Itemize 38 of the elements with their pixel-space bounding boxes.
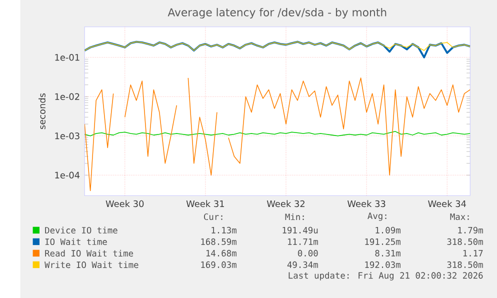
text: 1.79m xyxy=(458,226,483,234)
text: 49.34m xyxy=(287,261,318,268)
text: 8.31m xyxy=(375,250,400,256)
text: 169.03m xyxy=(201,261,236,268)
x-tick-label: Week 34 xyxy=(428,200,466,207)
x-tick-label: Week 32 xyxy=(266,200,304,207)
text: 318.50m xyxy=(447,261,483,268)
legend-label: IO Wait time xyxy=(45,238,107,245)
x-tick-label: Week 30 xyxy=(106,200,144,207)
legend-label: Write IO Wait time xyxy=(44,261,138,268)
text: 318.50m xyxy=(447,238,483,245)
x-tick-label: Week 33 xyxy=(347,200,386,207)
text: Avg: xyxy=(368,212,386,221)
text: Cur: xyxy=(204,213,222,220)
text: 191.25m xyxy=(365,238,400,245)
y-axis-title: seconds xyxy=(38,93,46,129)
text: 191.49u xyxy=(282,226,318,234)
chart-title: Average latency for /dev/sda - by month xyxy=(168,8,386,18)
text: 14.68m xyxy=(206,250,236,256)
y-tick-label: 1e-02 xyxy=(55,93,80,100)
x-tick-label: Week 31 xyxy=(186,200,224,207)
legend-label: Read IO Wait time xyxy=(45,250,134,256)
text: Min: xyxy=(285,213,304,220)
text: Last update: Fri Aug 21 02:00:32 2026 xyxy=(288,272,483,280)
text: 1.13m xyxy=(212,226,236,234)
line-series xyxy=(84,40,470,58)
y-tick-label: 1e-01 xyxy=(55,54,80,61)
line-series xyxy=(84,41,470,51)
y-tick-label: 1e-04 xyxy=(55,172,80,178)
y-tick-label: 1e-03 xyxy=(55,132,80,140)
text: 1.09m xyxy=(376,226,400,234)
text: 168.59m xyxy=(201,238,236,245)
text: 11.71m xyxy=(288,238,318,245)
legend-label: Device IO time xyxy=(45,226,118,234)
text: 192.03m xyxy=(365,261,400,268)
text: 1.17 xyxy=(463,250,483,256)
text: Max: xyxy=(450,213,469,220)
text: 0.00 xyxy=(298,250,318,256)
